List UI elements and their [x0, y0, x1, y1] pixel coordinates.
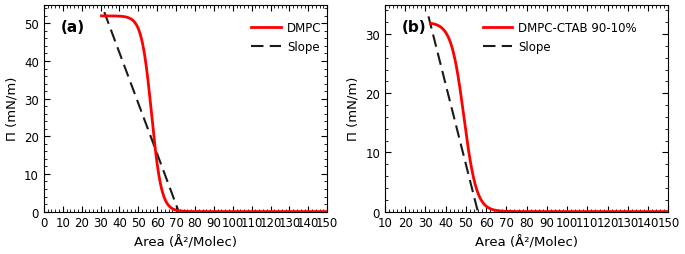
Legend: DMPC, Slope: DMPC, Slope [251, 22, 321, 54]
DMPC [212, 210, 221, 213]
Legend: DMPC-CTAB 90-10%, Slope: DMPC-CTAB 90-10%, Slope [483, 22, 637, 54]
DMPC [236, 210, 245, 213]
DMPC-CTAB 90-10% [440, 30, 449, 33]
DMPC-CTAB 90-10% [427, 23, 435, 26]
DMPC-CTAB 90-10% [474, 192, 482, 195]
X-axis label: Area (Å²/Molec): Area (Å²/Molec) [475, 235, 578, 248]
Text: (b): (b) [402, 20, 427, 35]
DMPC-CTAB 90-10% [547, 210, 556, 213]
Line: DMPC-CTAB 90-10%: DMPC-CTAB 90-10% [431, 24, 669, 212]
Y-axis label: Π (mN/m): Π (mN/m) [347, 76, 360, 141]
Line: DMPC: DMPC [101, 17, 327, 212]
Y-axis label: Π (mN/m): Π (mN/m) [5, 76, 18, 141]
DMPC [314, 210, 322, 213]
DMPC-CTAB 90-10% [495, 210, 503, 213]
DMPC [140, 52, 149, 55]
DMPC [310, 210, 319, 213]
DMPC-CTAB 90-10% [511, 210, 519, 213]
DMPC [115, 15, 123, 19]
DMPC [97, 15, 105, 18]
Text: (a): (a) [61, 20, 85, 35]
DMPC-CTAB 90-10% [652, 210, 660, 213]
X-axis label: Area (Å²/Molec): Area (Å²/Molec) [134, 235, 237, 248]
DMPC-CTAB 90-10% [664, 210, 673, 213]
DMPC [323, 210, 332, 213]
